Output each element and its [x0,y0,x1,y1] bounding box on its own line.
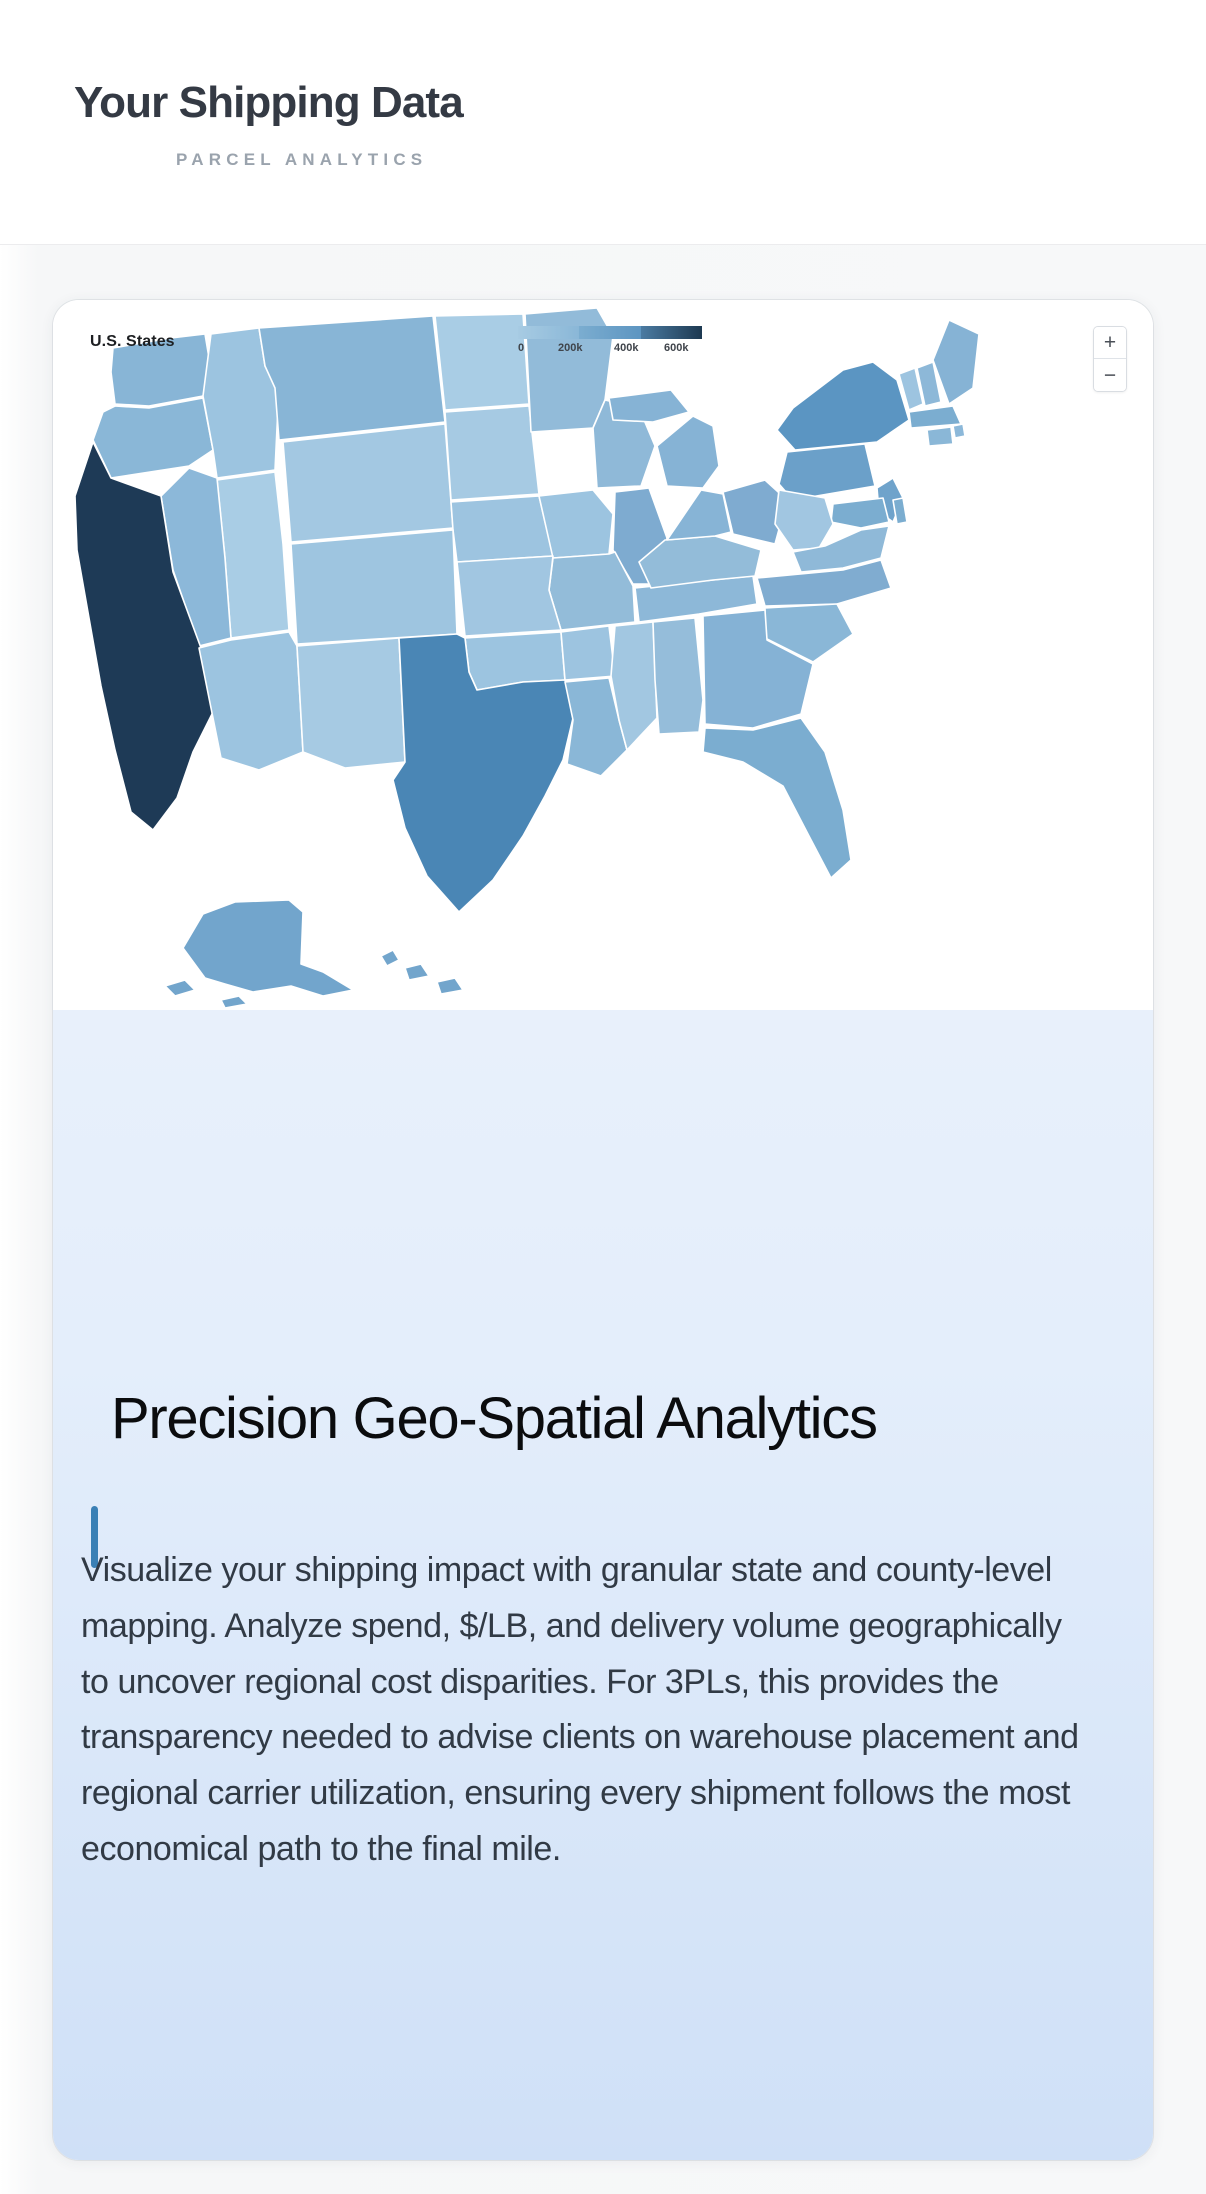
state-michigan [656,415,720,489]
state-iowa [538,489,614,559]
feature-body-text: Visualize your shipping impact with gran… [81,1551,1079,1868]
state-maryland [830,497,890,529]
state-florida [702,717,852,879]
map-zoom-controls[interactable]: + − [1093,326,1127,392]
map-title-label: U.S. States [90,333,175,350]
state-oregon [92,397,214,479]
state-new-york [776,361,910,451]
map-panel[interactable]: U.S. States 0 200k 400k 600k + − [53,300,1153,1010]
state-kansas [456,555,562,637]
state-michigan-up [608,389,690,423]
state-north-carolina [756,559,892,607]
state-montana [258,315,446,441]
state-alabama [652,617,704,735]
state-new-mexico [296,637,406,769]
feature-card: U.S. States 0 200k 400k 600k + − [53,300,1153,2160]
state-south-dakota [444,405,540,501]
state-alaska-island-a [220,995,248,1009]
state-colorado [290,529,458,645]
state-texas [392,633,574,913]
legend-tick-2: 400k [614,342,639,354]
legend-segment-low [518,326,580,339]
legend-segment-high [640,326,702,339]
state-arizona [198,631,304,771]
state-hawaii-b [404,963,430,981]
legend-tick-3: 600k [664,342,689,354]
legend-tick-0: 0 [518,342,525,354]
legend-gradient-bar [518,326,702,339]
state-pennsylvania [778,443,876,501]
state-hawaii-a [380,949,400,967]
us-choropleth-map[interactable] [53,300,1153,1010]
state-vermont [898,367,924,411]
state-connecticut [926,426,954,447]
state-indiana [666,489,732,541]
state-hawaii-c [436,977,464,995]
state-massachusetts [908,405,962,429]
state-north-dakota [434,313,530,411]
legend-tick-1: 200k [558,342,583,354]
feature-text-panel: Precision Geo-Spatial Analytics [53,1010,1153,2160]
legend-segment-mid [579,326,641,339]
zoom-in-button[interactable]: + [1094,327,1126,359]
state-new-hampshire [916,361,942,407]
state-rhode-island [952,423,966,439]
page-header: Your Shipping Data PARCEL ANALYTICS [0,0,1206,245]
state-west-virginia [774,489,834,551]
feature-title: Precision Geo-Spatial Analytics [111,1386,878,1451]
state-louisiana [564,677,628,777]
legend-tick-labels: 0 200k 400k 600k [518,342,702,358]
zoom-out-button[interactable]: − [1094,359,1126,391]
state-georgia [702,609,814,729]
state-virginia [792,525,890,573]
state-wyoming [282,423,454,543]
state-alaska [182,899,354,997]
state-maine [932,319,980,405]
map-legend: 0 200k 400k 600k [518,326,702,358]
title-accent-bar [91,1506,98,1568]
state-nebraska [450,495,554,563]
state-california [74,441,220,831]
page-subtitle: PARCEL ANALYTICS [176,150,428,169]
state-alaska-aleutians [164,979,196,997]
page-title: Your Shipping Data [74,78,464,127]
state-arkansas [560,625,616,681]
state-delaware [892,497,908,525]
